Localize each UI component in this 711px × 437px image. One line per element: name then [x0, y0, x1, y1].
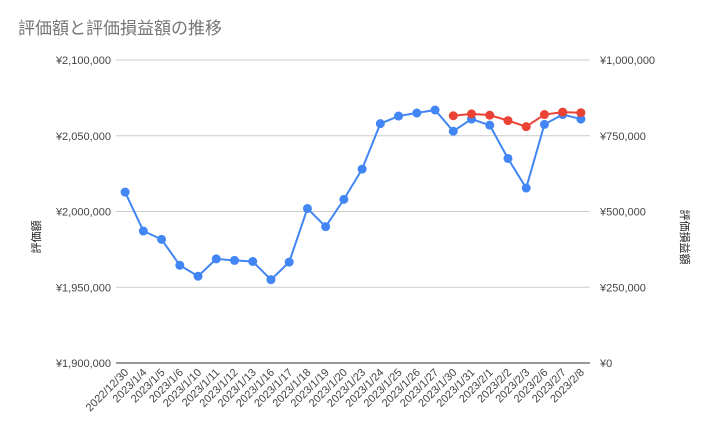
data-point — [375, 119, 385, 129]
data-point — [412, 108, 422, 118]
data-point — [521, 122, 531, 132]
left-tick-label: ¥2,050,000 — [55, 131, 111, 143]
data-point — [485, 120, 495, 130]
right-tick-label: ¥1,000,000 — [599, 55, 655, 67]
data-point — [321, 222, 331, 232]
data-point — [120, 187, 130, 197]
data-point — [539, 119, 549, 129]
left-tick-label: ¥1,900,000 — [55, 358, 111, 370]
data-point — [576, 108, 586, 118]
data-point — [230, 255, 239, 265]
right-tick-label: ¥500,000 — [599, 207, 646, 219]
chart-title: 評価額と評価損益額の推移 — [18, 19, 222, 39]
data-point — [248, 256, 258, 266]
data-point — [539, 110, 549, 120]
data-point — [521, 183, 531, 193]
gridlines — [116, 59, 590, 364]
data-point — [211, 254, 221, 264]
left-axis-ticks: ¥1,900,000 ¥1,950,000 ¥2,000,000 ¥2,050,000… — [55, 55, 111, 370]
data-point — [357, 164, 367, 174]
data-point — [558, 107, 568, 117]
data-point — [175, 260, 185, 270]
left-tick-label: ¥2,000,000 — [55, 207, 111, 219]
data-point — [503, 153, 513, 163]
data-point — [467, 109, 476, 119]
data-point — [157, 234, 167, 244]
data-point — [193, 271, 203, 281]
left-tick-label: ¥2,100,000 — [55, 55, 111, 67]
data-point — [448, 126, 458, 136]
data-point — [448, 111, 458, 121]
series-layer — [120, 105, 586, 285]
right-tick-label: ¥250,000 — [599, 282, 646, 294]
left-axis-title: 評価額 — [29, 221, 43, 254]
data-point — [503, 116, 513, 126]
data-point — [576, 114, 586, 124]
x-axis-labels: 2022/12/302023/1/42023/1/52023/1/62023/1… — [84, 367, 587, 414]
data-point — [138, 226, 148, 236]
right-tick-label: ¥750,000 — [599, 131, 646, 143]
data-point — [302, 203, 312, 213]
data-point — [485, 110, 495, 120]
left-tick-label: ¥1,950,000 — [55, 282, 111, 294]
right-tick-label: ¥0 — [599, 358, 612, 370]
data-point — [430, 105, 440, 115]
data-point — [266, 275, 276, 285]
right-axis-title: 評価損益額 — [678, 210, 692, 265]
right-axis-ticks: ¥0 ¥250,000 ¥500,000 ¥750,000 ¥1,000,000 — [599, 55, 655, 370]
data-point — [339, 194, 349, 204]
data-point — [284, 257, 294, 267]
data-point — [394, 111, 404, 121]
